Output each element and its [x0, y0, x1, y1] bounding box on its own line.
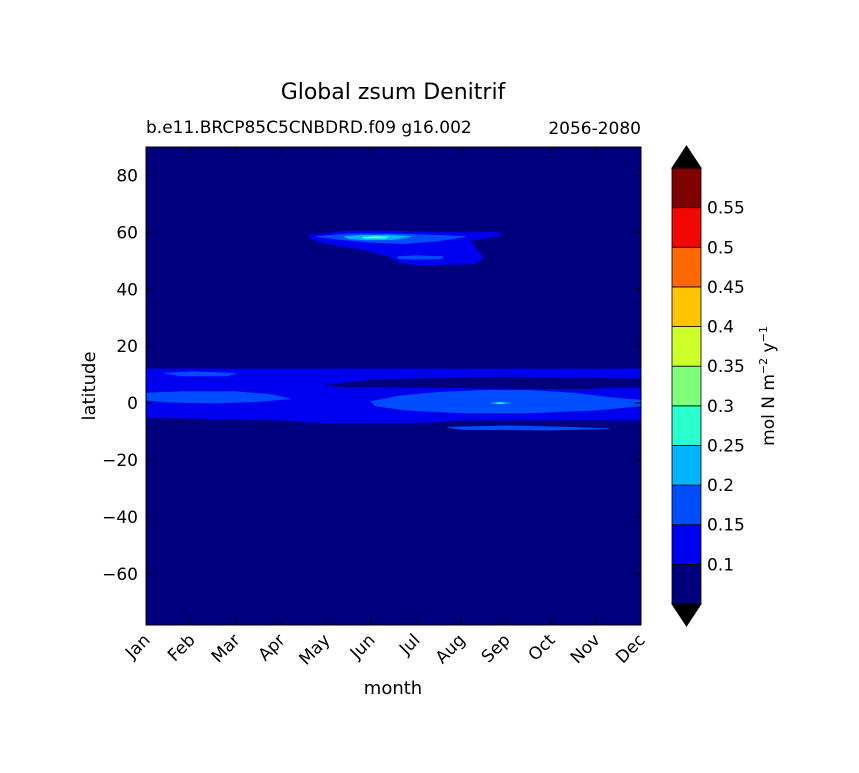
contour-region-12 [495, 402, 506, 404]
y-tick-label: 0 [127, 394, 138, 414]
chart-subtitle-left: b.e11.BRCP85C5CNBDRD.f09 g16.002 [146, 118, 472, 138]
contour-region-7 [397, 255, 444, 260]
colorbar-tick-label: 0.2 [707, 476, 734, 496]
colorbar-segment-10 [671, 167, 702, 209]
x-tick-label: Aug [432, 630, 470, 668]
colorbar-segment-6 [671, 326, 702, 367]
colorbar-tick-label: 0.3 [707, 397, 734, 417]
colorbar-tick-label: 0.1 [707, 555, 734, 575]
colorbar-label-unit: mol N m [759, 374, 779, 446]
colorbar-segment-8 [671, 246, 702, 288]
colorbar-segment-9 [671, 207, 702, 248]
colorbar-tick-label: 0.25 [707, 436, 745, 456]
x-tick-label: Feb [164, 630, 199, 665]
colorbar-segment-0 [671, 563, 702, 605]
colorbar-extend-over [671, 145, 702, 169]
colorbar-segment-3 [671, 445, 702, 486]
x-tick-label: Oct [525, 630, 560, 665]
colorbar: 0.1 0.15 0.2 0.25 0.3 0.35 0.4 0.45 0.5 0.55 [671, 145, 745, 627]
colorbar-tick-label: 0.4 [707, 318, 734, 338]
plot-area: Jan Feb Mar Apr May Jun Jul Aug Sep Oct Nov Dec 80 6… [102, 146, 650, 669]
y-axis-label: latitude [79, 351, 100, 420]
contour-region-1 [145, 391, 291, 404]
colorbar-label: mol N m−2 y−1 [757, 326, 779, 446]
colorbar-tick-label: 0.15 [707, 516, 745, 536]
colorbar-tick-label: 0.45 [707, 278, 745, 298]
x-tick-label: Jul [395, 630, 424, 659]
x-tick-label: Dec [612, 630, 649, 667]
colorbar-tick-label: 0.5 [707, 238, 734, 258]
plot-frame [145, 146, 642, 626]
colorbar-label-exp1: −2 [757, 358, 770, 374]
colorbar-label-exp2: −1 [757, 326, 770, 342]
x-tick-label: Apr [255, 630, 290, 665]
colorbar-extend-under [671, 603, 702, 627]
x-tick-label: Jun [346, 630, 380, 664]
chart-subtitle-right: 2056-2080 [548, 119, 641, 139]
y-tick-label: 80 [116, 166, 138, 186]
colorbar-segment-1 [671, 524, 702, 565]
x-tick-label: Nov [567, 630, 605, 668]
colorbar-tick-label: 0.55 [707, 199, 745, 219]
y-tick-label: −40 [102, 508, 138, 528]
x-axis-label: month [364, 678, 422, 699]
contour-regions [145, 230, 642, 431]
x-tick-label: Sep [478, 630, 515, 667]
y-tick-label: −60 [102, 565, 138, 585]
colorbar-segment-7 [671, 286, 702, 327]
contour-region-3 [163, 371, 237, 377]
y-tick-label: 20 [116, 337, 138, 357]
contour-region-4 [447, 425, 610, 431]
x-tick-label: May [296, 630, 335, 669]
chart-title: Global zsum Denitrif [281, 80, 507, 105]
y-tick-label: 40 [116, 280, 138, 300]
colorbar-segment-2 [671, 484, 702, 526]
colorbar-segment-5 [671, 365, 702, 407]
y-tick-label: −20 [102, 451, 138, 471]
colorbar-tick-label: 0.35 [707, 357, 745, 377]
x-tick-label: Mar [208, 630, 245, 667]
contour-region-10 [368, 236, 383, 239]
y-axis-ticks: 80 60 40 20 0 −20 −40 −60 [102, 166, 641, 585]
colorbar-label-mid: y [759, 342, 779, 357]
x-tick-label: Jan [121, 630, 154, 663]
colorbar-segment-4 [671, 405, 702, 446]
y-tick-label: 60 [116, 223, 138, 243]
